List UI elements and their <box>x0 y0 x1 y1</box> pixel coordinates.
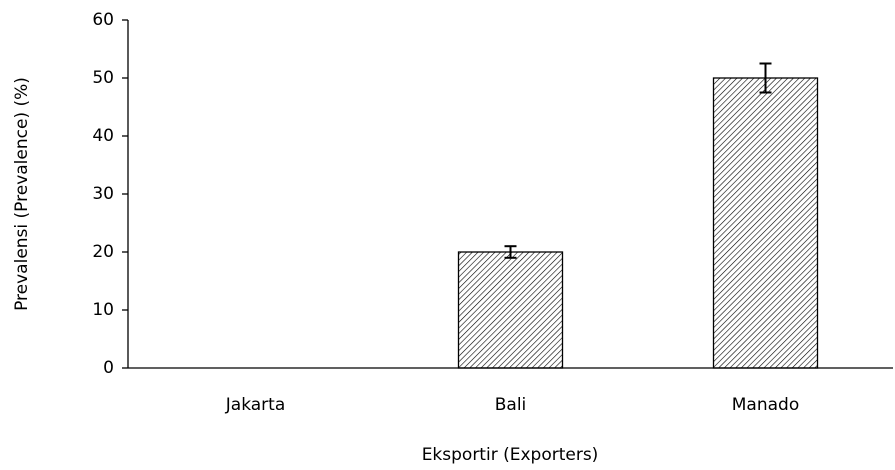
x-tick-label: Bali <box>495 395 527 415</box>
x-tick-label: Manado <box>732 395 799 415</box>
bar <box>457 251 564 369</box>
y-tick-label: 0 <box>103 358 114 378</box>
y-tick-label: 50 <box>92 68 114 88</box>
y-tick-label: 30 <box>92 184 114 204</box>
y-tick-label: 40 <box>92 126 114 146</box>
x-tick-label: Jakarta <box>225 395 285 415</box>
y-tick-label: 60 <box>92 10 114 30</box>
y-tick-label: 10 <box>92 300 114 320</box>
y-tick-label: 20 <box>92 242 114 262</box>
x-axis-label: Eksportir (Exporters) <box>422 445 599 465</box>
y-axis-label: Prevalensi (Prevalence) (%) <box>12 77 32 311</box>
bar <box>712 77 819 369</box>
